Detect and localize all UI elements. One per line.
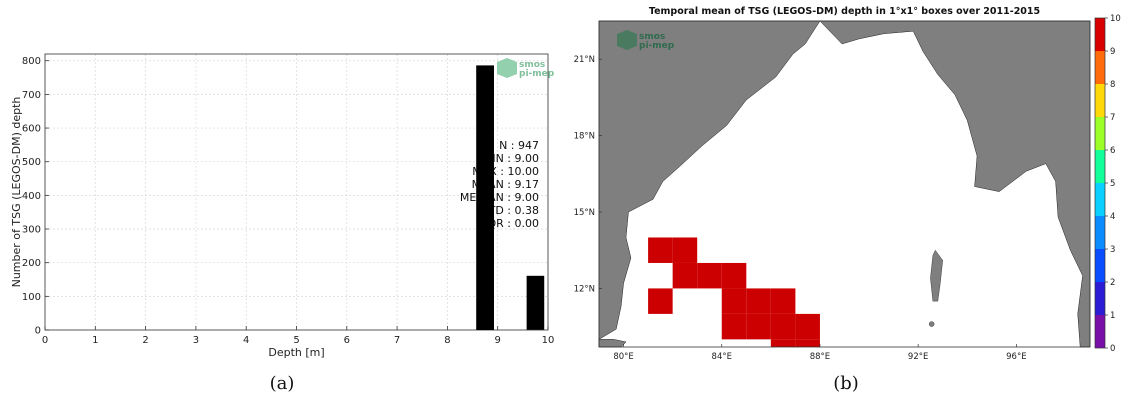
land-little-andaman xyxy=(928,321,935,327)
colorbar-bin-6 xyxy=(1095,117,1105,150)
colorbar-tick-label: 8 xyxy=(1110,80,1115,90)
map-cell-5 xyxy=(648,288,673,314)
colorbar-tick-label: 6 xyxy=(1110,146,1115,156)
stats-line: STD : 0.38 xyxy=(482,204,539,217)
map-cell-7 xyxy=(746,288,771,314)
land-myanmar xyxy=(819,20,1091,348)
colorbar-bin-4 xyxy=(1095,183,1105,216)
colorbar-bin-1 xyxy=(1095,282,1105,315)
colorbar-tick-label: 10 xyxy=(1110,14,1121,24)
histogram-bar-1 xyxy=(526,275,545,330)
map-cell-14 xyxy=(795,339,820,347)
colorbar-tick-label: 0 xyxy=(1110,344,1115,354)
panel-label-a: (a) xyxy=(270,373,295,394)
y-tick-label: 100 xyxy=(22,292,41,303)
map-x-tick-label: 88°E xyxy=(810,352,830,362)
map-cell-1 xyxy=(672,237,698,263)
map-y-tick-label: 18°N xyxy=(574,132,595,142)
map-cell-6 xyxy=(721,288,747,314)
x-tick-label: 10 xyxy=(542,335,555,346)
y-tick-label: 400 xyxy=(22,191,41,202)
x-tick-label: 0 xyxy=(42,335,48,346)
logo-hex-icon xyxy=(497,58,517,78)
x-tick-label: 3 xyxy=(193,335,199,346)
map-frame xyxy=(598,20,1091,348)
map-x-tick-label: 84°E xyxy=(712,352,732,362)
y-tick-label: 800 xyxy=(22,56,41,67)
colorbar-tick-label: 4 xyxy=(1110,212,1115,222)
colorbar-bin-3 xyxy=(1095,216,1105,249)
colorbar-tick-label: 7 xyxy=(1110,113,1115,123)
map-x-tick-label: 92°E xyxy=(908,352,928,362)
logo-line2: pi-mep xyxy=(519,69,555,79)
colorbar-tick-label: 1 xyxy=(1110,311,1115,321)
logo-hex-icon xyxy=(617,30,637,50)
stats-line: MEDIAN : 9.00 xyxy=(460,191,539,204)
y-axis-label: Number of TSG (LEGOS-DM) depth xyxy=(10,97,23,288)
colorbar-tick-label: 5 xyxy=(1110,179,1115,189)
map-cell-10 xyxy=(746,313,771,340)
map-cell-2 xyxy=(672,262,698,289)
map-y-tick-label: 21°N xyxy=(574,55,595,65)
map-cell-3 xyxy=(697,262,722,289)
map-cell-13 xyxy=(770,339,796,347)
map-y-tick-label: 12°N xyxy=(574,284,595,294)
x-tick-label: 6 xyxy=(344,335,350,346)
map-x-tick-label: 96°E xyxy=(1006,352,1026,362)
x-tick-label: 8 xyxy=(444,335,450,346)
stats-line: IQR : 0.00 xyxy=(484,217,539,230)
x-tick-label: 1 xyxy=(92,335,98,346)
colorbar-tick-label: 2 xyxy=(1110,278,1115,288)
colorbar-bin-8 xyxy=(1095,51,1105,84)
x-tick-label: 7 xyxy=(394,335,400,346)
colorbar-bin-9 xyxy=(1095,18,1105,51)
y-tick-label: 200 xyxy=(22,258,41,269)
x-tick-label: 4 xyxy=(243,335,249,346)
map-cell-11 xyxy=(770,313,796,340)
colorbar-tick-label: 3 xyxy=(1110,245,1115,255)
map-cell-12 xyxy=(795,313,820,340)
colorbar-bin-5 xyxy=(1095,150,1105,183)
x-tick-label: 9 xyxy=(495,335,501,346)
panel-label-b: (b) xyxy=(833,373,859,394)
logo-line1: smos xyxy=(519,60,545,70)
x-tick-label: 2 xyxy=(142,335,148,346)
map-cell-9 xyxy=(721,313,747,340)
logo-line1: smos xyxy=(639,32,665,42)
map-cell-0 xyxy=(648,237,673,263)
map-cell-8 xyxy=(770,288,796,314)
map-y-tick-label: 15°N xyxy=(574,208,595,218)
colorbar-bin-2 xyxy=(1095,249,1105,282)
map-title: Temporal mean of TSG (LEGOS-DM) depth in… xyxy=(649,6,1040,17)
y-tick-label: 0 xyxy=(35,326,41,337)
y-tick-label: 500 xyxy=(22,157,41,168)
colorbar-bin-0 xyxy=(1095,315,1105,348)
x-axis-label: Depth [m] xyxy=(268,346,324,359)
logo-line2: pi-mep xyxy=(639,41,675,51)
land-india xyxy=(598,20,821,347)
colorbar-bin-7 xyxy=(1095,84,1105,117)
stats-line: N : 947 xyxy=(499,139,539,152)
colorbar-tick-label: 9 xyxy=(1110,47,1115,57)
histogram-bar-overlay xyxy=(476,65,494,330)
y-tick-label: 700 xyxy=(22,90,41,101)
y-tick-label: 600 xyxy=(22,124,41,135)
land-andaman xyxy=(930,249,943,302)
map-cell-4 xyxy=(721,262,747,289)
x-tick-label: 5 xyxy=(293,335,299,346)
map-x-tick-label: 80°E xyxy=(613,352,633,362)
stats-line: MIN : 9.00 xyxy=(483,152,539,165)
y-tick-label: 300 xyxy=(22,225,41,236)
